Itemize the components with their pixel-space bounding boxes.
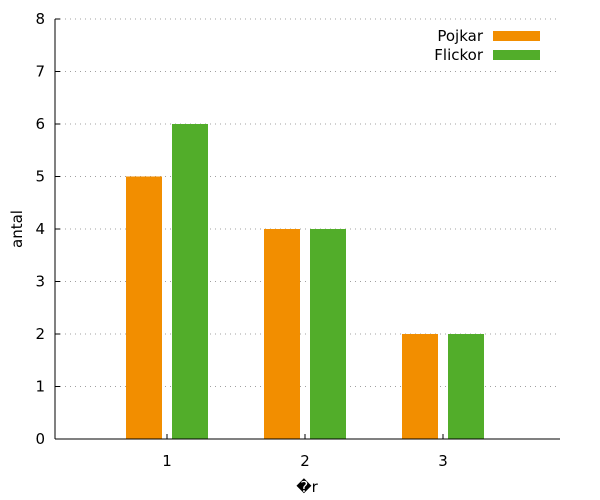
bars-layer	[126, 124, 484, 439]
y-tick-label: 0	[35, 430, 45, 448]
ticks-layer: 0 1 2 3 4 5 6 7 8 1 2 3	[35, 10, 447, 470]
bar-pojkar-3	[402, 334, 438, 439]
y-tick-label: 3	[35, 273, 45, 291]
y-tick-label: 4	[35, 220, 45, 238]
x-tick-label: 2	[300, 452, 310, 470]
y-tick-label: 8	[35, 10, 45, 28]
y-tick-label: 7	[35, 63, 45, 81]
bar-flickor-1	[172, 124, 208, 439]
y-tick-label: 1	[35, 378, 45, 396]
x-tick-label: 3	[438, 452, 448, 470]
y-tick-label: 6	[35, 115, 45, 133]
y-tick-label: 2	[35, 325, 45, 343]
bar-flickor-2	[310, 229, 346, 439]
bar-flickor-3	[448, 334, 484, 439]
y-axis-title: antal	[8, 210, 26, 248]
x-axis-title: �r	[296, 478, 318, 496]
x-tick-label: 1	[162, 452, 172, 470]
legend-swatch-pojkar	[493, 31, 540, 41]
legend-label-pojkar: Pojkar	[437, 27, 483, 45]
y-tick-label: 5	[35, 168, 45, 186]
legend-swatch-flickor	[493, 50, 540, 60]
legend-label-flickor: Flickor	[434, 46, 484, 64]
bar-pojkar-2	[264, 229, 300, 439]
bar-pojkar-1	[126, 176, 162, 439]
